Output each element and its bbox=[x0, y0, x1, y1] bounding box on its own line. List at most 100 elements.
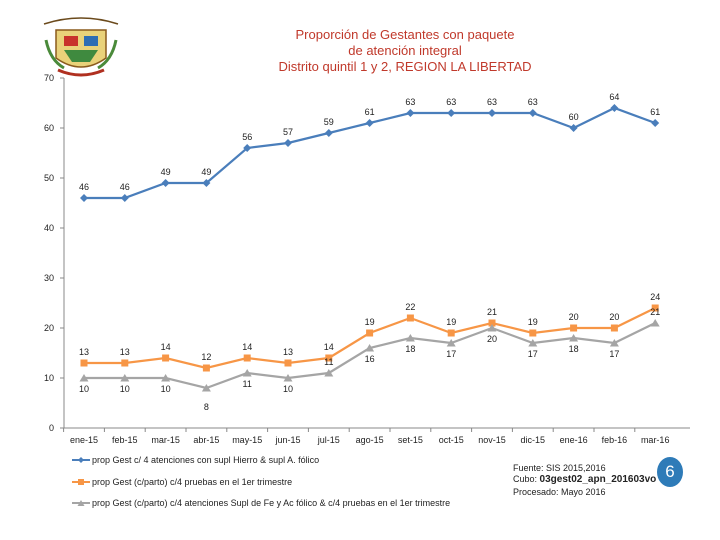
y-tick-label: 30 bbox=[44, 273, 54, 283]
region-logo bbox=[34, 10, 128, 82]
series-1-data-label: 49 bbox=[201, 167, 211, 177]
series-2-point bbox=[80, 359, 88, 367]
coat-of-arms-icon bbox=[43, 17, 119, 77]
series-3-point bbox=[446, 339, 456, 347]
series-1-point bbox=[569, 124, 578, 132]
legend-3-marker bbox=[77, 500, 85, 506]
x-tick-label: feb-15 bbox=[112, 435, 138, 445]
series-3-data-label: 17 bbox=[528, 349, 538, 359]
series-2-data-label: 20 bbox=[569, 312, 579, 322]
series-3-data-label: 17 bbox=[609, 349, 619, 359]
series-1-data-label: 57 bbox=[283, 127, 293, 137]
legend-1-marker bbox=[78, 457, 84, 463]
y-tick-label: 70 bbox=[44, 73, 54, 83]
series-1-data-label: 61 bbox=[365, 107, 375, 117]
series-3-point bbox=[650, 319, 660, 327]
footnote-cube-name: 03gest02_apn_201603vo bbox=[539, 474, 657, 485]
chart-title-line-1: Proporción de Gestantes con paquete bbox=[295, 27, 515, 42]
series-3-point bbox=[365, 344, 375, 352]
series-2-point bbox=[488, 319, 496, 327]
series-3-data-label: 8 bbox=[204, 402, 209, 412]
series-1-point bbox=[202, 179, 211, 187]
x-tick-label: may-15 bbox=[232, 435, 262, 445]
series-2-point bbox=[202, 364, 210, 372]
x-tick-label: mar-15 bbox=[151, 435, 180, 445]
chart-title: Proporción de Gestantes con paquete de a… bbox=[240, 27, 570, 75]
y-tick-label: 10 bbox=[44, 373, 54, 383]
chart-title-line-3: Distrito quintil 1 y 2, REGION LA LIBERT… bbox=[278, 59, 532, 74]
series-2-data-label: 19 bbox=[446, 317, 456, 327]
series-2-data-label: 24 bbox=[650, 292, 660, 302]
series-2-point bbox=[243, 354, 251, 362]
series-1-point bbox=[488, 109, 496, 117]
y-tick-label: 50 bbox=[44, 173, 54, 183]
series-1-data-label: 61 bbox=[650, 107, 660, 117]
x-tick-label: mar-16 bbox=[641, 435, 670, 445]
y-tick-label: 40 bbox=[44, 223, 54, 233]
series-3-point bbox=[569, 334, 579, 342]
x-tick-label: set-15 bbox=[398, 435, 423, 445]
series-2-data-label: 13 bbox=[79, 347, 89, 357]
series-2-data-label: 12 bbox=[201, 352, 211, 362]
page-number-badge: 6 bbox=[657, 457, 683, 487]
series-1-data-label: 64 bbox=[609, 92, 619, 102]
x-tick-label: nov-15 bbox=[478, 435, 506, 445]
series-3-point bbox=[161, 374, 171, 382]
series-2-data-label: 22 bbox=[405, 302, 415, 312]
series-2-point bbox=[366, 329, 374, 337]
series-2-point bbox=[121, 359, 129, 367]
series-3-data-label: 18 bbox=[405, 344, 415, 354]
series-1-point bbox=[406, 109, 415, 117]
series-1-data-label: 63 bbox=[487, 97, 497, 107]
series-3-data-label: 11 bbox=[243, 379, 252, 389]
series-2-data-label: 13 bbox=[283, 347, 293, 357]
x-tick-label: ene-16 bbox=[560, 435, 588, 445]
series-1-data-label: 60 bbox=[569, 112, 579, 122]
series-1-data-label: 63 bbox=[446, 97, 456, 107]
series-2-point bbox=[529, 329, 537, 337]
series-1-point bbox=[120, 194, 129, 202]
series-2-point bbox=[610, 324, 618, 332]
series-2-data-label: 14 bbox=[242, 342, 252, 352]
series-2-point bbox=[651, 304, 659, 312]
series-3-point bbox=[201, 384, 211, 392]
x-tick-label: ago-15 bbox=[356, 435, 384, 445]
series-3-point bbox=[283, 374, 293, 382]
legend-2-label: prop Gest (c/parto) c/4 pruebas en el 1e… bbox=[92, 477, 292, 487]
series-1-point bbox=[161, 179, 170, 187]
series-1-point bbox=[528, 109, 537, 117]
series-2-data-label: 14 bbox=[324, 342, 334, 352]
chart-title-line-2: de atención integral bbox=[348, 43, 462, 58]
series-3-point bbox=[120, 374, 130, 382]
series-2-point bbox=[406, 314, 414, 322]
series-1-point bbox=[651, 119, 660, 127]
series-3-data-label: 11 bbox=[324, 357, 333, 367]
series-1-point bbox=[243, 144, 252, 152]
footnote-source: Fuente: SIS 2015,2016 bbox=[513, 463, 606, 473]
series-3-data-label: 18 bbox=[569, 344, 579, 354]
series-3-data-label: 16 bbox=[365, 354, 375, 364]
series-1-data-label: 46 bbox=[120, 182, 130, 192]
series-2-data-label: 14 bbox=[161, 342, 171, 352]
y-tick-label: 20 bbox=[44, 323, 54, 333]
series-3-point bbox=[528, 339, 538, 347]
series-2-point bbox=[162, 354, 170, 362]
series-1-point bbox=[284, 139, 292, 147]
series-2-point bbox=[284, 359, 292, 367]
series-3-data-label: 20 bbox=[487, 334, 497, 344]
series-2-data-label: 19 bbox=[365, 317, 375, 327]
series-3-data-label: 10 bbox=[283, 384, 293, 394]
x-tick-label: ene-15 bbox=[70, 435, 98, 445]
footnote-processed: Procesado: Mayo 2016 bbox=[513, 487, 606, 497]
series-2-data-label: 13 bbox=[120, 347, 130, 357]
series-3-data-label: 17 bbox=[446, 349, 456, 359]
series-3-data-label: 10 bbox=[120, 384, 130, 394]
series-1-data-label: 56 bbox=[242, 132, 252, 142]
x-tick-label: dic-15 bbox=[521, 435, 546, 445]
series-3-point bbox=[487, 324, 497, 332]
footnote-cube: Cubo: 03gest02_apn_201603vo bbox=[513, 474, 656, 485]
series-3-data-label: 21 bbox=[650, 307, 660, 317]
x-tick-label: feb-16 bbox=[602, 435, 628, 445]
series-1-data-label: 63 bbox=[405, 97, 415, 107]
